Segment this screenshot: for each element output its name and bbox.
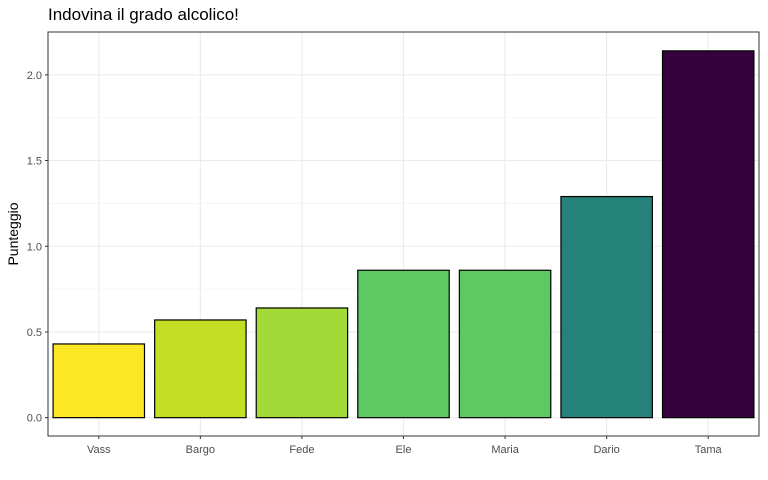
x-tick-label: Ele bbox=[396, 444, 412, 456]
x-axis-ticks: Vass Bargo Fede Ele Maria Dario Tama bbox=[87, 436, 723, 456]
y-tick-label: 2.0 bbox=[27, 70, 42, 82]
x-tick-label: Bargo bbox=[186, 444, 215, 456]
bar-vass bbox=[52, 343, 146, 419]
bar-maria bbox=[458, 269, 552, 419]
bars bbox=[52, 50, 755, 419]
y-tick-label: 1.5 bbox=[27, 156, 42, 168]
x-tick-label: Dario bbox=[593, 444, 619, 456]
x-tick-label: Vass bbox=[87, 444, 111, 456]
bar-tama bbox=[661, 50, 755, 419]
bar-dario bbox=[560, 195, 653, 419]
y-tick-label: 1.0 bbox=[27, 241, 42, 253]
bar-ele bbox=[357, 269, 450, 419]
bar-bargo bbox=[154, 319, 247, 419]
y-tick-label: 0.0 bbox=[27, 413, 42, 425]
x-tick-label: Fede bbox=[289, 444, 314, 456]
y-axis-title: Punteggio bbox=[5, 202, 21, 265]
chart-title: Indovina il grado alcolico! bbox=[48, 5, 239, 24]
x-tick-label: Maria bbox=[491, 444, 519, 456]
y-tick-label: 0.5 bbox=[27, 327, 42, 339]
bar-fede bbox=[255, 307, 349, 419]
y-axis-ticks: 0.0 0.5 1.0 1.5 2.0 bbox=[27, 70, 48, 425]
x-tick-label: Tama bbox=[695, 444, 723, 456]
